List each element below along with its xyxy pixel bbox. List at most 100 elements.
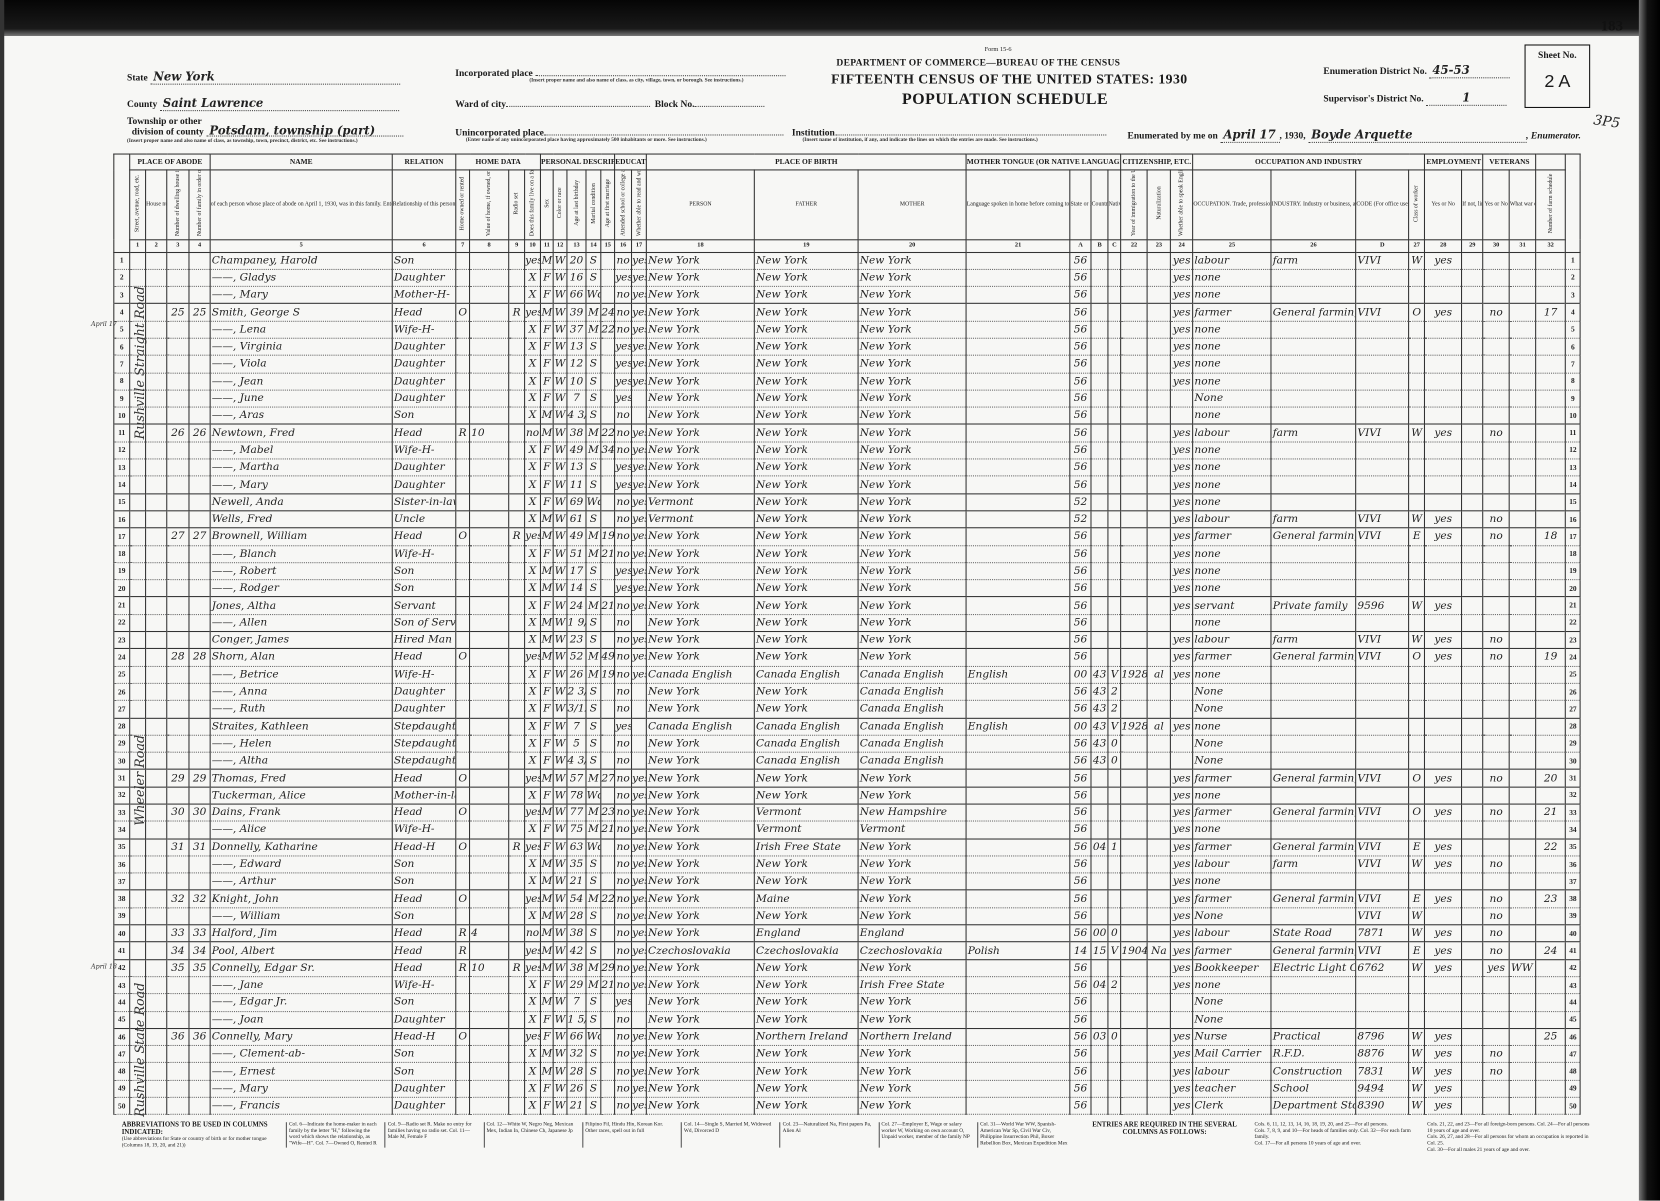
family-number-cell <box>188 976 211 995</box>
employed-cell: yes <box>1424 769 1463 788</box>
occupation-cell: None <box>1192 734 1272 753</box>
sex-cell: M <box>539 907 554 926</box>
unemployment-line-cell <box>1461 372 1484 391</box>
birthplace-cell: New York <box>645 838 755 857</box>
marital-cell: Wd <box>585 838 602 857</box>
unemployment-line-cell <box>1461 458 1484 477</box>
age-first-marriage-cell <box>600 251 616 270</box>
speaks-english-cell: yes <box>1170 1079 1194 1098</box>
home-tenure-cell: O <box>455 769 471 788</box>
age-first-marriage-cell: 21 <box>600 596 616 615</box>
line-number: 37 <box>1564 872 1581 891</box>
dwelling-number-cell <box>166 354 190 374</box>
line-number: 22 <box>113 613 131 633</box>
radio-cell <box>508 285 526 305</box>
speaks-english-cell <box>1170 700 1194 719</box>
speaks-english-cell: yes <box>1170 717 1194 736</box>
line-number: 9 <box>1564 389 1581 408</box>
code-c-cell: 2 <box>1107 682 1122 702</box>
farm-cell: X <box>524 1045 542 1064</box>
house-number-cell <box>145 492 168 512</box>
margin-note: April 18 <box>91 963 117 971</box>
immigration-year-cell <box>1120 1062 1148 1081</box>
birthplace-cell: New York <box>645 786 755 805</box>
code-b-cell <box>1090 855 1109 874</box>
employed-cell: yes <box>1424 1079 1463 1098</box>
veteran-cell: no <box>1482 648 1510 667</box>
person-name-cell: Brownell, William <box>209 527 393 546</box>
relation-cell: Daughter <box>391 682 457 702</box>
industry-cell: General farming <box>1270 527 1357 546</box>
farm-schedule-cell <box>1535 372 1567 391</box>
naturalization-cell <box>1146 544 1172 564</box>
line-number: 25 <box>1564 665 1581 684</box>
employed-cell <box>1424 682 1463 702</box>
home-tenure-cell <box>455 631 471 650</box>
speaks-english-cell: yes <box>1170 372 1194 391</box>
home-value-cell <box>469 492 510 512</box>
column-header-label: Does this family live on a farm? <box>529 169 536 237</box>
code-b-cell <box>1090 1062 1109 1081</box>
veteran-cell: no <box>1482 303 1510 322</box>
farm-schedule-cell <box>1535 354 1567 374</box>
immigration-year-cell <box>1120 769 1148 788</box>
mother-birthplace-cell: New York <box>857 1045 967 1064</box>
immigration-year-cell <box>1120 458 1148 477</box>
immigration-year-cell <box>1120 596 1148 615</box>
line-number: 11 <box>113 423 131 443</box>
home-tenure-cell: R <box>455 423 471 443</box>
war-cell <box>1508 303 1537 322</box>
mother-birthplace-cell: New York <box>857 475 967 495</box>
naturalization-cell <box>1146 475 1172 495</box>
age-cell: 21 <box>566 1096 587 1116</box>
dwelling-number-cell: 32 <box>166 889 190 909</box>
mother-birthplace-cell: Irish Free State <box>857 976 967 995</box>
birthplace-cell: New York <box>645 855 755 874</box>
marital-cell: M <box>585 596 602 615</box>
code-a-cell: 56 <box>1069 838 1092 857</box>
unemployment-line-cell <box>1461 1079 1484 1098</box>
war-cell <box>1508 717 1537 736</box>
enumeration-district-field: Enumeration District No. 45-53 <box>1323 64 1510 79</box>
home-value-cell <box>469 320 510 339</box>
line-number: 10 <box>1564 406 1581 426</box>
immigration-year-cell <box>1120 889 1148 909</box>
class-of-worker-cell <box>1408 665 1426 684</box>
code-a-cell: 56 <box>1069 682 1092 702</box>
race-cell: W <box>552 510 568 529</box>
line-number: 36 <box>113 855 131 874</box>
supervisor-value: 1 <box>1426 91 1507 106</box>
dwelling-number-cell <box>166 700 190 719</box>
veteran-cell <box>1482 734 1510 753</box>
employed-cell <box>1424 700 1463 719</box>
literacy-cell <box>631 1010 647 1029</box>
employed-cell: yes <box>1424 1027 1463 1047</box>
code-c-cell: V <box>1107 665 1122 684</box>
abbreviation-note: Col. 27—Employer E, Wage or salary worke… <box>878 1122 970 1148</box>
marital-cell: S <box>585 389 602 408</box>
employed-cell <box>1424 492 1463 512</box>
radio-cell <box>508 682 526 702</box>
code-b-cell: 43 <box>1090 682 1109 702</box>
mother-birthplace-cell: Northern Ireland <box>857 1027 967 1047</box>
unemployment-line-cell <box>1461 1062 1484 1081</box>
sex-cell: M <box>539 872 554 891</box>
code-b-cell <box>1090 527 1109 546</box>
house-number-cell <box>145 337 168 357</box>
school-cell: no <box>614 1079 633 1098</box>
code-c-cell <box>1107 631 1122 650</box>
marital-cell: M <box>585 648 602 667</box>
race-cell: W <box>552 251 568 270</box>
home-tenure-cell <box>455 751 471 771</box>
street-cell <box>129 889 147 909</box>
abbreviation-note: Col. 23—Naturalized Na, First papers Pa,… <box>779 1122 871 1148</box>
code-c-cell <box>1107 993 1122 1012</box>
column-number: 7 <box>455 238 471 253</box>
dwelling-number-cell: 34 <box>166 941 190 960</box>
mother-tongue-cell <box>965 510 1071 529</box>
occupation-cell: none <box>1192 820 1272 840</box>
line-number: 48 <box>113 1062 131 1081</box>
immigration-year-cell <box>1120 406 1148 426</box>
code-b-cell: 03 <box>1090 1027 1109 1047</box>
